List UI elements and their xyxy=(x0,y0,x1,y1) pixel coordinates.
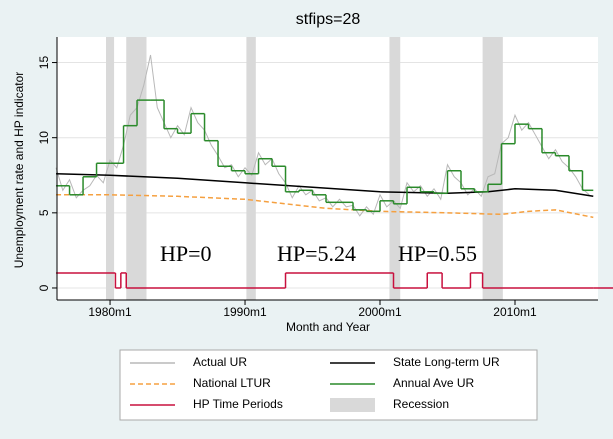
plot-layer xyxy=(55,37,613,300)
series-line xyxy=(56,173,594,198)
recession-band xyxy=(105,37,115,300)
legend-label: National LTUR xyxy=(193,376,271,390)
series-line xyxy=(55,54,590,217)
legend-label: Actual UR xyxy=(193,355,247,369)
y-tick-label: 0 xyxy=(37,284,51,291)
annotation: HP=0 xyxy=(160,241,212,266)
chart-title: stfips=28 xyxy=(296,11,361,28)
recession-band xyxy=(246,37,256,300)
legend-label: State Long-term UR xyxy=(393,355,500,369)
x-axis-label: Month and Year xyxy=(286,320,370,334)
legend-swatch xyxy=(330,398,375,412)
annotation: HP=0.55 xyxy=(398,241,477,266)
x-tick-label: 2000m1 xyxy=(358,305,402,319)
x-tick-label: 1980m1 xyxy=(88,305,132,319)
legend: Actual UR State Long-term UR National LTUR… xyxy=(130,355,500,412)
annotation: HP=5.24 xyxy=(277,241,356,266)
y-tick-label: 15 xyxy=(37,56,51,70)
y-axis-label: Unemployment rate and HP indicator xyxy=(12,72,26,269)
legend-label: Recession xyxy=(393,397,449,411)
recession-band xyxy=(389,37,401,300)
recession-band xyxy=(126,37,147,300)
recession-band xyxy=(482,37,503,300)
y-tick-label: 5 xyxy=(37,209,51,216)
x-tick-label: 1990m1 xyxy=(223,305,267,319)
x-tick-label: 2010m1 xyxy=(493,305,537,319)
y-tick-label: 10 xyxy=(37,131,51,145)
legend-label: Annual Ave UR xyxy=(393,376,474,390)
plot-area xyxy=(57,37,598,300)
legend-box xyxy=(119,349,538,421)
legend-label: HP Time Periods xyxy=(193,397,283,411)
